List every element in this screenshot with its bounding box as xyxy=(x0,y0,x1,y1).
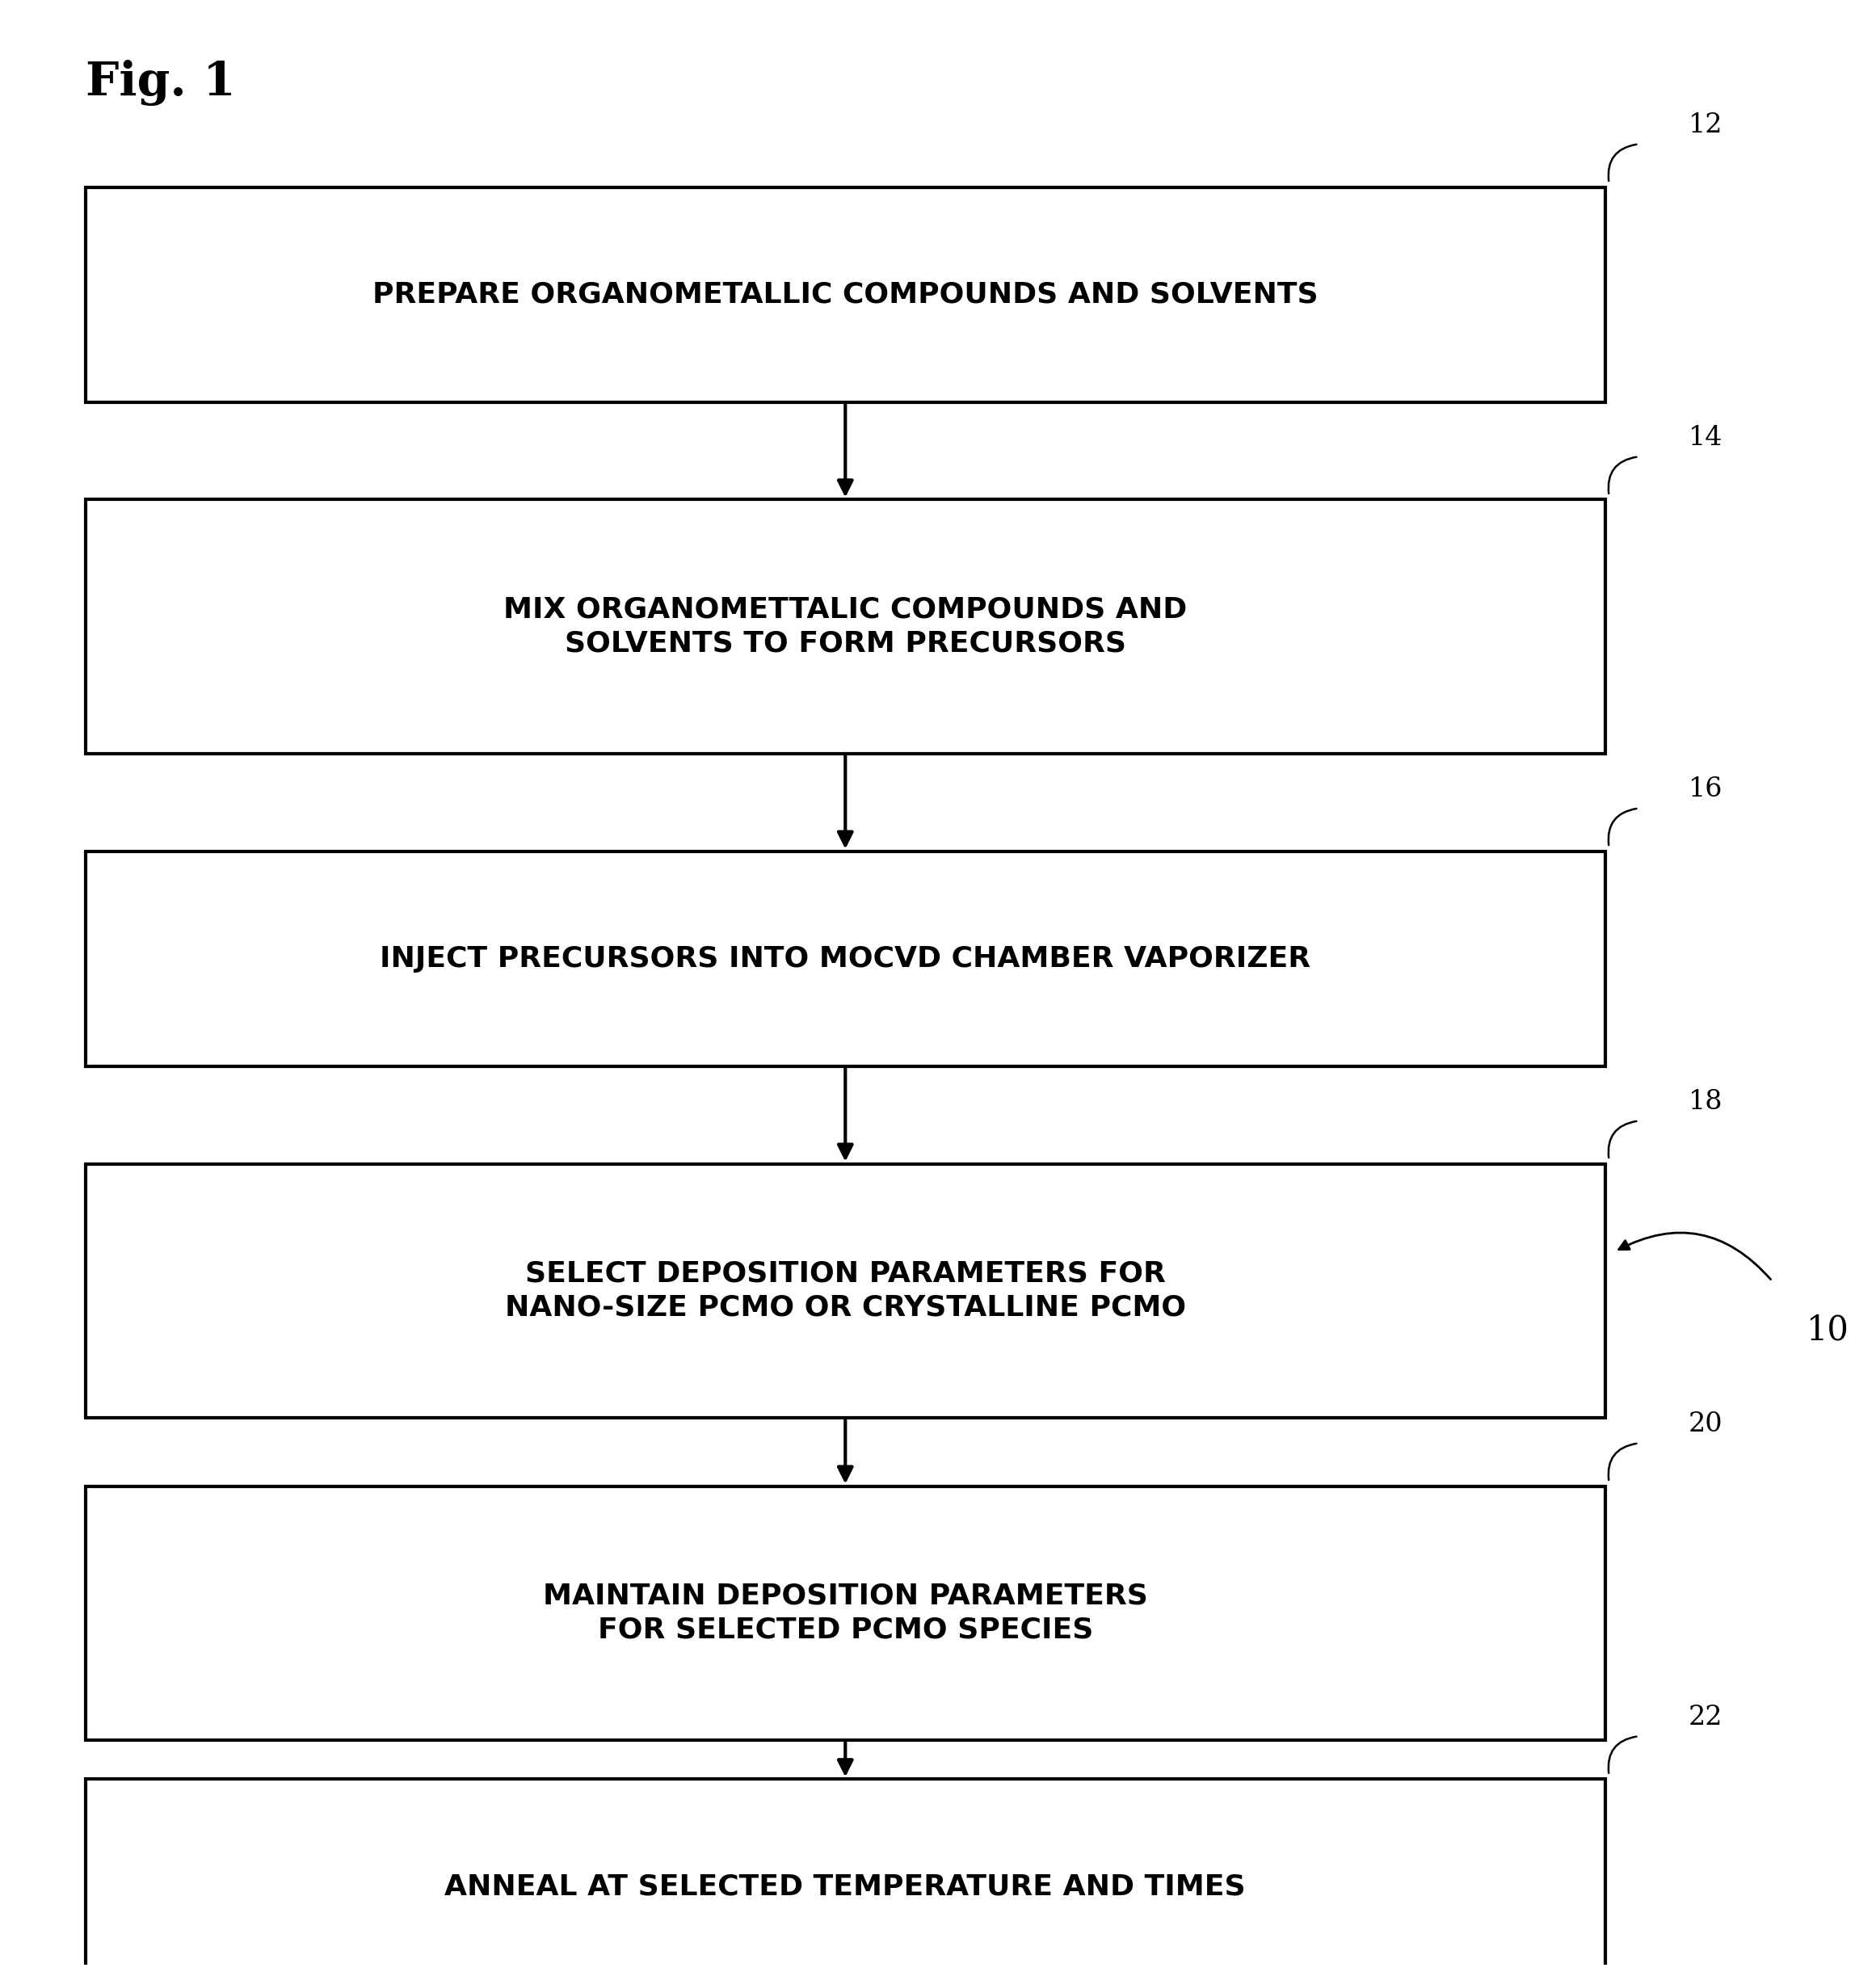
Bar xyxy=(86,188,1606,401)
Text: MIX ORGANOMETTALIC COMPOUNDS AND
SOLVENTS TO FORM PRECURSORS: MIX ORGANOMETTALIC COMPOUNDS AND SOLVENT… xyxy=(503,597,1188,658)
Bar xyxy=(86,1164,1606,1419)
Text: PREPARE ORGANOMETALLIC COMPOUNDS AND SOLVENTS: PREPARE ORGANOMETALLIC COMPOUNDS AND SOL… xyxy=(373,281,1319,308)
Text: 18: 18 xyxy=(1688,1089,1722,1114)
Bar xyxy=(86,852,1606,1067)
Text: 20: 20 xyxy=(1688,1411,1724,1437)
Text: 10: 10 xyxy=(1807,1312,1850,1348)
Text: INJECT PRECURSORS INTO MOCVD CHAMBER VAPORIZER: INJECT PRECURSORS INTO MOCVD CHAMBER VAP… xyxy=(381,945,1311,972)
Text: ANNEAL AT SELECTED TEMPERATURE AND TIMES: ANNEAL AT SELECTED TEMPERATURE AND TIMES xyxy=(445,1873,1246,1901)
Text: 14: 14 xyxy=(1688,425,1722,451)
Bar xyxy=(86,1778,1606,1976)
Text: 12: 12 xyxy=(1688,113,1722,138)
Bar xyxy=(86,500,1606,753)
Text: 16: 16 xyxy=(1688,777,1722,802)
Text: MAINTAIN DEPOSITION PARAMETERS
FOR SELECTED PCMO SPECIES: MAINTAIN DEPOSITION PARAMETERS FOR SELEC… xyxy=(542,1583,1148,1644)
Text: SELECT DEPOSITION PARAMETERS FOR
NANO-SIZE PCMO OR CRYSTALLINE PCMO: SELECT DEPOSITION PARAMETERS FOR NANO-SI… xyxy=(505,1261,1186,1322)
Text: Fig. 1: Fig. 1 xyxy=(86,59,234,107)
Text: 22: 22 xyxy=(1688,1705,1722,1731)
Bar xyxy=(86,1486,1606,1741)
